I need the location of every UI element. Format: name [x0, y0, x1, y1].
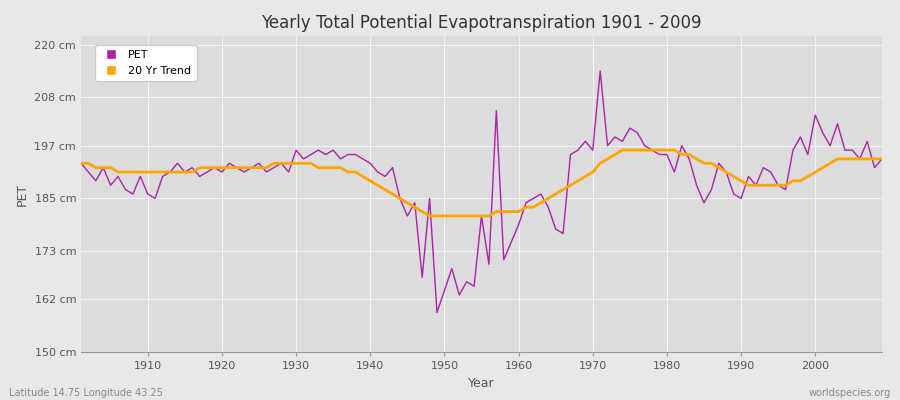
X-axis label: Year: Year: [468, 376, 495, 390]
Y-axis label: PET: PET: [16, 182, 29, 206]
Legend: PET, 20 Yr Trend: PET, 20 Yr Trend: [94, 45, 196, 81]
Title: Yearly Total Potential Evapotranspiration 1901 - 2009: Yearly Total Potential Evapotranspiratio…: [261, 14, 702, 32]
Text: Latitude 14.75 Longitude 43.25: Latitude 14.75 Longitude 43.25: [9, 388, 163, 398]
Text: worldspecies.org: worldspecies.org: [809, 388, 891, 398]
